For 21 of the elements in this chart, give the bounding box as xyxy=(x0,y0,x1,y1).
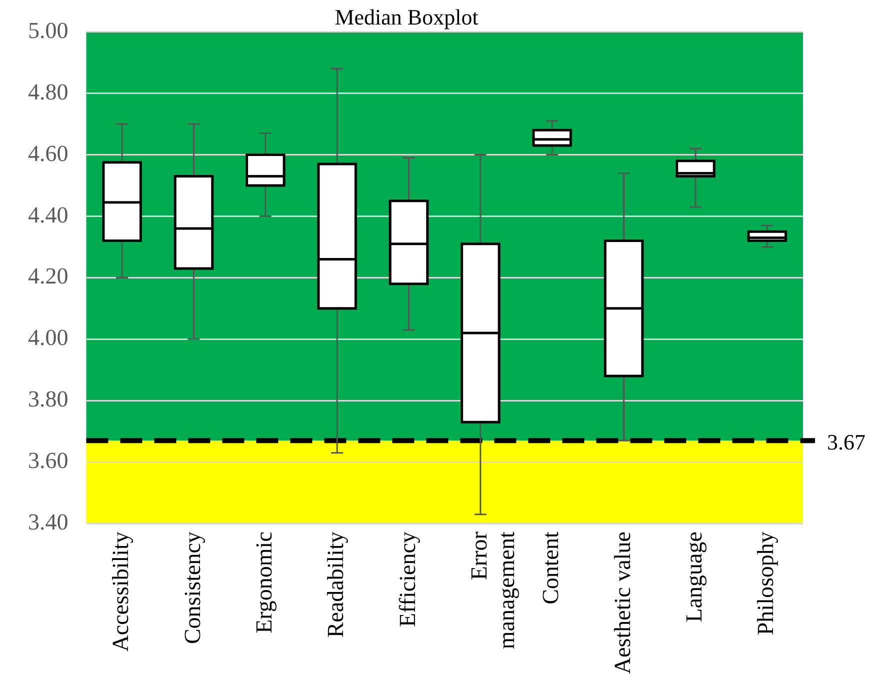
y-tick-label: 4.00 xyxy=(28,325,68,350)
y-tick-label: 4.80 xyxy=(28,79,68,104)
x-tick-label: Content xyxy=(538,530,564,604)
x-tick-label: Aesthetic value xyxy=(610,532,635,674)
ref-line-label: 3.67 xyxy=(827,429,866,454)
y-tick-label: 5.00 xyxy=(28,18,68,43)
x-tick-label: Language xyxy=(682,532,707,622)
x-tick-label: Readability xyxy=(323,531,348,638)
x-tick-label: Ergonomic xyxy=(251,532,276,634)
x-tick-label: Philosophy xyxy=(753,531,778,636)
x-tick-label: Accessibility xyxy=(108,531,134,652)
chart-title: Median Boxplot xyxy=(334,4,478,30)
y-tick-label: 3.60 xyxy=(28,448,68,474)
x-tick-label: Consistency xyxy=(180,531,205,644)
y-tick-label: 3.40 xyxy=(28,510,68,535)
y-tick-label: 4.60 xyxy=(28,140,68,166)
y-tick-label: 3.80 xyxy=(28,386,68,412)
x-tick-label: Error management xyxy=(466,530,520,650)
x-tick-label: Efficiency xyxy=(394,531,420,627)
y-tick-label: 4.40 xyxy=(28,202,68,228)
y-tick-label: 4.20 xyxy=(28,264,68,289)
